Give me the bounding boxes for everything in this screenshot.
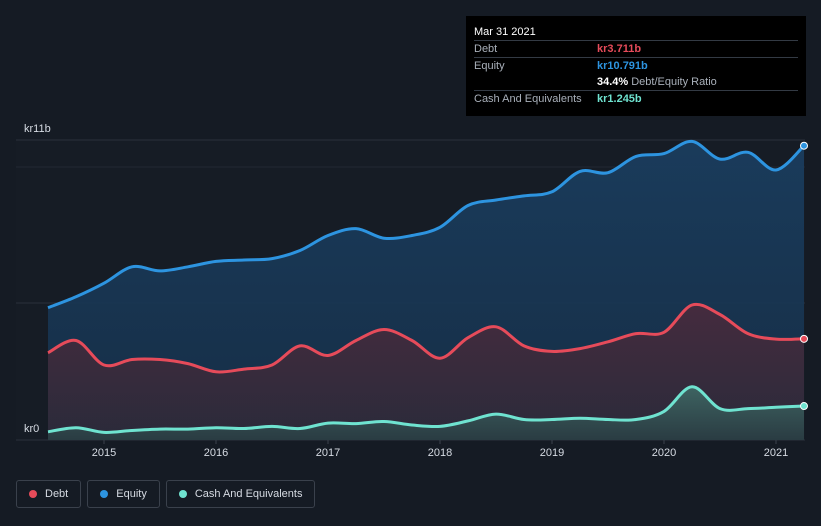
tooltip-cash-row: Cash And Equivalents kr1.245b — [474, 90, 798, 107]
legend-cash-toggle[interactable]: Cash And Equivalents — [165, 480, 316, 508]
x-tick-label: 2017 — [316, 447, 340, 459]
cash-dot-icon — [178, 490, 187, 498]
y-axis-top-label: kr11b — [24, 123, 51, 135]
x-tick-label: 2019 — [540, 447, 564, 459]
tooltip-equity-label: Equity — [474, 60, 505, 72]
tooltip-ratio-value: 34.4% — [597, 76, 629, 88]
tooltip-date: Mar 31 2021 — [474, 26, 536, 38]
debt-dot-icon — [29, 490, 37, 498]
tooltip-debt-row: Debt kr3.711b — [474, 40, 798, 57]
equity-endpoint — [800, 141, 808, 150]
series-areas — [48, 141, 804, 440]
equity-line — [47, 139, 806, 310]
legend-equity-toggle[interactable]: Equity — [87, 480, 160, 508]
tooltip-cash-value: kr1.245b — [597, 93, 642, 105]
cash-endpoint — [800, 402, 808, 411]
legend-debt-toggle[interactable]: Debt — [16, 480, 82, 508]
tooltip-ratio-label: Debt/Equity Ratio — [631, 76, 717, 88]
tooltip-debt-label: Debt — [474, 43, 498, 55]
series-lines — [47, 139, 806, 434]
debt-line — [47, 302, 805, 374]
legend-equity-label: Equity — [116, 488, 147, 500]
x-axis: 2015 2016 2017 2018 2019 2020 2021 — [92, 440, 788, 459]
tooltip-equity-value: kr10.791b — [597, 60, 648, 72]
debt-area — [48, 304, 804, 440]
cash-line — [47, 385, 805, 434]
chart-legend: Debt Equity Cash And Equivalents — [16, 480, 316, 508]
legend-cash-label: Cash And Equivalents — [194, 488, 303, 500]
tooltip-equity-row: Equity kr10.791b — [474, 57, 798, 74]
tooltip-ratio-row: 34.4% Debt/Equity Ratio — [474, 74, 798, 90]
tooltip-ratio-spacer — [474, 74, 597, 90]
x-tick-label: 2018 — [428, 447, 452, 459]
x-tick-label: 2020 — [652, 447, 676, 459]
equity-dot-icon — [100, 490, 109, 498]
hover-tooltip: Mar 31 2021 Debt kr3.711b Equity kr10.79… — [466, 16, 806, 116]
series-endpoints — [800, 141, 808, 411]
tooltip-debt-value: kr3.711b — [597, 43, 642, 55]
cash-area — [48, 386, 804, 440]
x-tick-label: 2021 — [764, 447, 788, 459]
x-tick-label: 2015 — [92, 447, 116, 459]
legend-debt-label: Debt — [45, 488, 69, 500]
debt-endpoint — [800, 334, 808, 343]
tooltip-cash-label: Cash And Equivalents — [474, 93, 582, 105]
y-axis-bottom-label: kr0 — [24, 423, 39, 435]
x-tick-label: 2016 — [204, 447, 228, 459]
